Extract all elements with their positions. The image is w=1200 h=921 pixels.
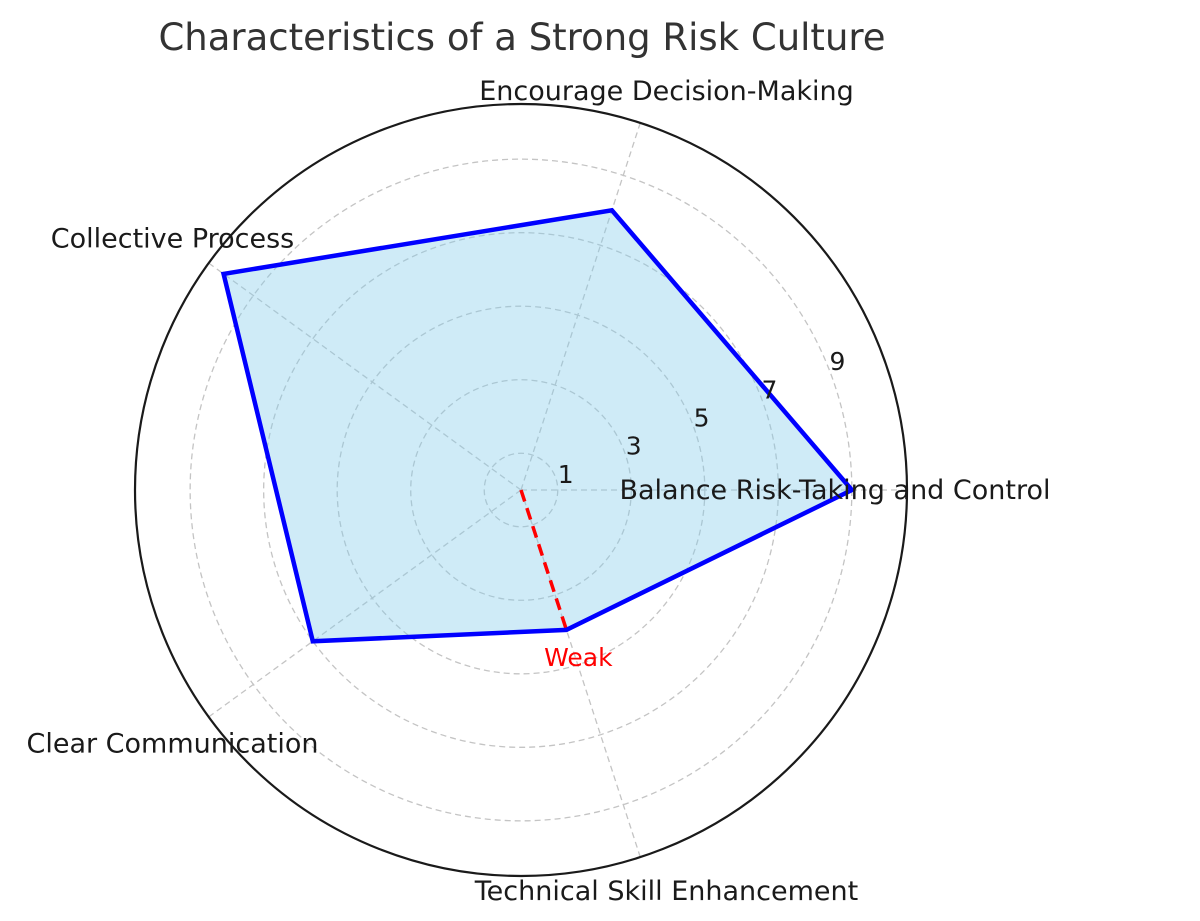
category-label-clear-communication: Clear Communication	[26, 729, 318, 760]
r-tick-label-9: 9	[829, 347, 845, 376]
spoke-collective-process	[208, 262, 522, 491]
data-point-technical-skill-enhancement	[564, 627, 569, 632]
r-tick-label-5: 5	[694, 404, 710, 433]
weak-indicator-line	[519, 489, 569, 631]
r-tick-label-7: 7	[762, 375, 778, 404]
grid-ring-7	[263, 232, 779, 748]
data-point-balance-risk-taking-and-control	[849, 488, 854, 492]
grid-ring-1	[483, 452, 559, 528]
series-fill	[223, 210, 852, 642]
r-tick-label-1: 1	[558, 460, 574, 489]
outer-frame	[133, 102, 909, 878]
category-label-collective-process: Collective Process	[51, 223, 295, 254]
r-tick-label-3: 3	[626, 432, 642, 461]
data-series	[220, 207, 856, 644]
spoke-encourage-decision-making	[520, 122, 641, 491]
data-point-collective-process	[221, 271, 226, 276]
data-point-encourage-decision-making	[609, 208, 614, 213]
series-line	[220, 207, 856, 644]
chart-title: Characteristics of a Strong Risk Culture	[158, 16, 885, 59]
category-label-technical-skill-enhancement: Technical Skill Enhancement	[474, 876, 858, 907]
category-label-encourage-decision-making: Encourage Decision-Making	[479, 76, 854, 107]
data-point-clear-communication	[310, 639, 315, 644]
labels: 1 3 5 7 9 Balance Risk-Taking and Control Enco…	[26, 76, 1050, 907]
spoke-clear-communication	[208, 489, 522, 718]
category-label-balance-risk-taking-and-control: Balance Risk-Taking and Control	[619, 475, 1050, 506]
weak-annotation-label: Weak	[544, 643, 613, 672]
